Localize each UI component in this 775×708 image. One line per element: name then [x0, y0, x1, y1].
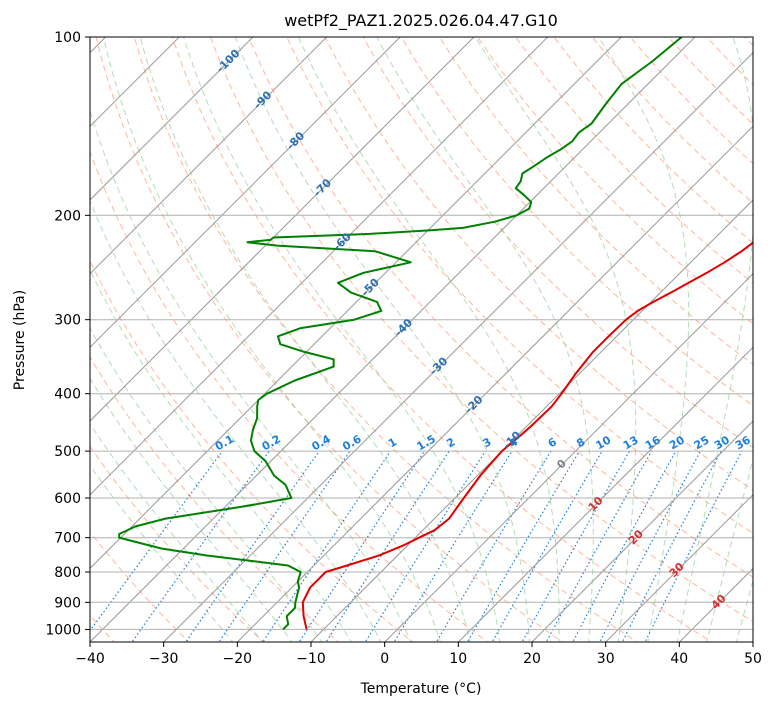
y-tick-label: 1000: [45, 622, 81, 638]
isotherm-line: [383, 272, 753, 642]
temperature-profile: [301, 241, 753, 630]
isotherm-line: [236, 125, 753, 642]
mixing-ratio-line: [325, 450, 450, 642]
y-tick-label: 700: [54, 531, 81, 547]
isotherm-line: [604, 493, 753, 642]
isotherm-line: [90, 37, 254, 201]
mixing-ratio-line: [572, 450, 677, 642]
y-tick-label: 100: [54, 30, 81, 46]
isotherm-line: [90, 37, 328, 275]
mixing-ratio-line: [599, 450, 702, 642]
dry-adiabat: [438, 37, 753, 366]
plot-background: [90, 37, 753, 642]
mixing-ratio-line: [298, 450, 425, 642]
moist-adiabat: [90, 109, 412, 642]
isotherm-line: [531, 420, 753, 642]
isotherm-line: [90, 37, 549, 496]
sounding-profiles: [118, 37, 753, 631]
moist-adiabat: [90, 199, 382, 642]
dry-adiabat: [248, 37, 753, 578]
isotherm-line: [162, 51, 753, 642]
x-tick-label: 10: [449, 651, 467, 667]
chart-title: wetPf2_PAZ1.2025.026.04.47.G10: [284, 11, 558, 31]
isotherm-line: [457, 346, 753, 642]
isotherm-line: [90, 37, 475, 422]
isotherm-line: [90, 37, 623, 570]
y-tick-label: 500: [54, 444, 81, 460]
x-tick-label: −10: [296, 651, 326, 667]
isotherm-lines: [0, 10, 753, 654]
x-tick-label: −30: [149, 651, 179, 667]
dry-adiabat: [400, 37, 753, 407]
isotherm-line: [0, 10, 59, 654]
x-axis-title: Temperature (°C): [360, 681, 482, 697]
y-axis-title: Pressure (hPa): [12, 290, 28, 390]
y-tick-label: 200: [54, 208, 81, 224]
mixing-ratio-line: [621, 450, 722, 642]
mixing-ratio-lines: [90, 450, 743, 642]
mixing-ratio-line: [185, 450, 320, 642]
isotherm-line: [310, 199, 753, 642]
x-tick-label: −40: [75, 651, 105, 667]
y-tick-label: 900: [54, 595, 81, 611]
mixing-ratio-line: [131, 450, 270, 642]
y-tick-label: 800: [54, 565, 81, 581]
x-tick-label: 0: [380, 651, 389, 667]
mixing-ratio-line: [90, 450, 223, 632]
y-tick-label: 600: [54, 491, 81, 507]
y-tick-label: 400: [54, 387, 81, 403]
isotherm-line: [90, 37, 402, 349]
mixing-ratio-line: [262, 450, 392, 642]
x-tick-label: 50: [744, 651, 762, 667]
dewpoint-profile: [118, 37, 683, 631]
x-tick-label: 20: [523, 651, 541, 667]
dry-adiabat: [90, 259, 414, 642]
y-tick-label: 300: [54, 313, 81, 329]
x-tick-label: −20: [223, 651, 253, 667]
mixing-ratio-line: [218, 450, 351, 642]
dry-adiabat: [324, 37, 753, 491]
plot-frame: [89, 36, 754, 643]
isotherm-line: [90, 37, 181, 128]
isotherm-line: [90, 37, 696, 642]
x-tick-label: 40: [670, 651, 688, 667]
dry-adiabat: [477, 37, 753, 325]
mixing-ratio-line: [393, 450, 513, 642]
x-tick-label: 30: [597, 651, 615, 667]
axes-ticks: −40 −30 −20 −10 0 10 20 30 40 50 100 200 300 400 500 60…: [45, 30, 762, 667]
dry-adiabat: [362, 37, 753, 449]
pressure-grid: [90, 37, 753, 630]
mixing-ratio-line: [466, 450, 580, 642]
